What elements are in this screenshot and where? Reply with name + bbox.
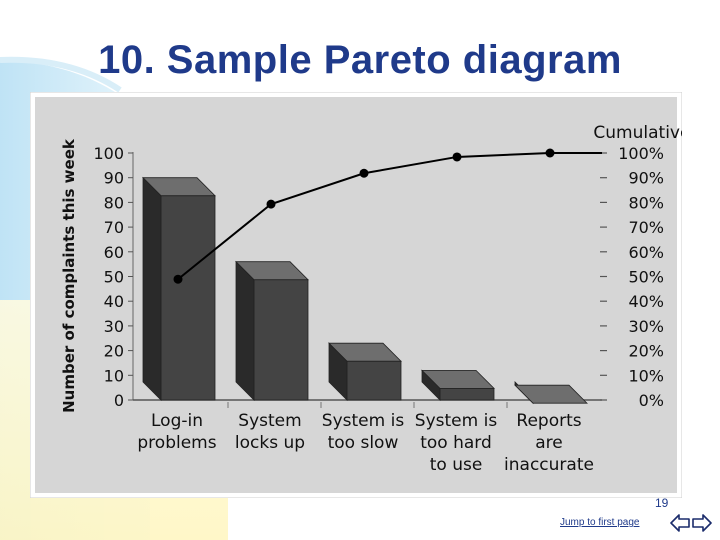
cumulative-point bbox=[266, 199, 276, 209]
left-arrow-outline-icon[interactable] bbox=[670, 514, 690, 532]
slide-title: 10. Sample Pareto diagram bbox=[98, 38, 622, 82]
cumulative-point bbox=[173, 274, 183, 284]
y2-tick-label: 40% bbox=[628, 292, 664, 311]
pareto-chart-svg: 0 10 20 30 40 50 60 70 80 90 100 0% 10% 20% 30% 40% 50%… bbox=[30, 92, 682, 498]
y-tick-label: 10 bbox=[104, 366, 124, 385]
pareto-chart: 0 10 20 30 40 50 60 70 80 90 100 0% 10% 20% 30% 40% 50%… bbox=[30, 92, 682, 498]
bar bbox=[421, 369, 495, 401]
bar-front bbox=[160, 195, 216, 401]
category-label: to use bbox=[430, 455, 483, 475]
y2-axis-label: Cumulative% bbox=[593, 123, 682, 143]
cumulative-point bbox=[359, 168, 369, 178]
y-tick-label: 0 bbox=[114, 391, 124, 410]
bar-top bbox=[235, 261, 309, 281]
cumulative-line bbox=[177, 152, 602, 280]
y-axis-label: Number of complaints this week bbox=[60, 138, 78, 413]
category-label: System bbox=[238, 411, 301, 431]
chart-background bbox=[35, 97, 677, 493]
y-tick-label: 30 bbox=[104, 317, 124, 336]
y2-tick-label: 80% bbox=[628, 193, 664, 212]
bar-top bbox=[514, 384, 588, 404]
y-tick-label: 20 bbox=[104, 342, 124, 361]
y2-tick-label: 100% bbox=[618, 144, 664, 163]
y2-tick-label: 30% bbox=[628, 317, 664, 336]
cumulative-point bbox=[452, 152, 462, 162]
category-label: too hard bbox=[420, 433, 492, 453]
bar-front bbox=[253, 279, 309, 401]
y2-tick-label: 50% bbox=[628, 268, 664, 287]
bar-front bbox=[346, 360, 402, 401]
bars bbox=[142, 176, 588, 405]
jump-to-first-page-link[interactable]: Jump to first page bbox=[560, 517, 640, 528]
y-tick-label: 40 bbox=[104, 292, 124, 311]
category-label: too slow bbox=[328, 433, 399, 453]
y2-tick-label: 60% bbox=[628, 243, 664, 262]
y2-tick-label: 20% bbox=[628, 342, 664, 361]
category-label: System is bbox=[322, 411, 405, 431]
bar-front bbox=[439, 387, 495, 401]
bar bbox=[235, 260, 309, 401]
y2-tick-label: 10% bbox=[628, 366, 664, 385]
bar bbox=[514, 381, 588, 405]
bar-side bbox=[235, 260, 255, 401]
category-label: problems bbox=[137, 433, 216, 453]
category-label: are bbox=[535, 433, 563, 453]
slide-number: 19 bbox=[655, 496, 669, 510]
category-label: Log-in bbox=[151, 411, 203, 431]
bar bbox=[142, 176, 216, 401]
category-label: locks up bbox=[235, 433, 305, 453]
y2-tick-label: 0% bbox=[639, 391, 664, 410]
y2-tick-label: 70% bbox=[628, 218, 664, 237]
bar-top bbox=[328, 342, 402, 362]
y-tick-label: 100 bbox=[93, 144, 124, 163]
bar-top bbox=[421, 369, 495, 389]
bar-side bbox=[142, 176, 162, 401]
cumulative-point bbox=[545, 148, 555, 158]
cumulative-points bbox=[173, 148, 555, 284]
y-tick-label: 80 bbox=[104, 193, 124, 212]
y-tick-label: 70 bbox=[104, 218, 124, 237]
y-axis-ticks: 0 10 20 30 40 50 60 70 80 90 100 bbox=[93, 144, 133, 410]
y-tick-label: 60 bbox=[104, 243, 124, 262]
category-label: inaccurate bbox=[504, 455, 594, 475]
bar-top bbox=[142, 177, 216, 197]
right-arrow-outline-icon[interactable] bbox=[692, 514, 712, 532]
y-tick-label: 90 bbox=[104, 169, 124, 188]
category-label: System is bbox=[415, 411, 498, 431]
y-tick-label: 50 bbox=[104, 268, 124, 287]
y2-axis-ticks: 0% 10% 20% 30% 40% 50% 60% 70% 80% 90% 100% bbox=[600, 144, 664, 410]
category-label: Reports bbox=[516, 411, 581, 431]
bar bbox=[328, 342, 402, 401]
y2-tick-label: 90% bbox=[628, 169, 664, 188]
